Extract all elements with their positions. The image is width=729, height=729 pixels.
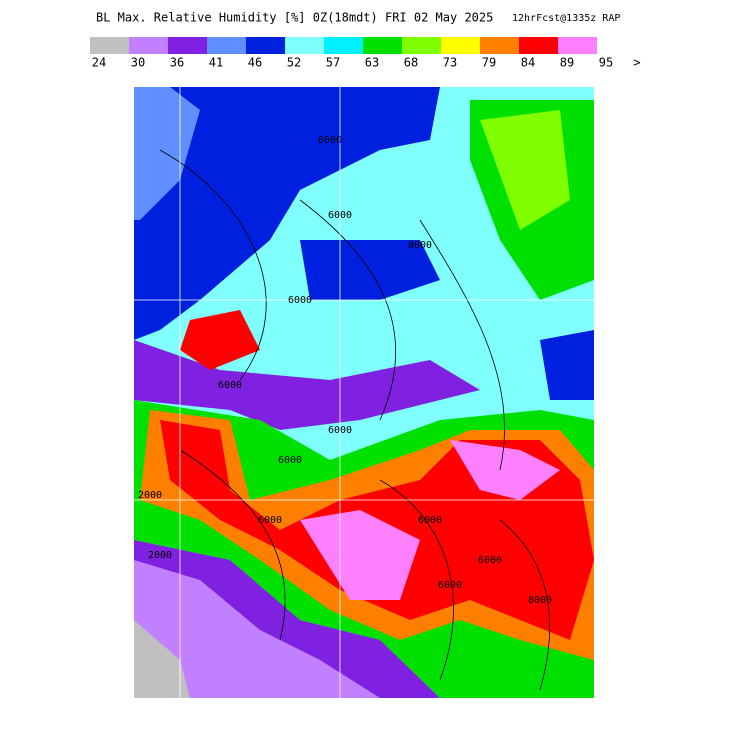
contour-label: 6000 (278, 455, 302, 466)
legend-swatch (285, 37, 324, 54)
legend-label: 24 (92, 56, 106, 70)
map-subtitle: 12hrFcst@1335z RAP (512, 13, 620, 24)
contour-label: 6000 (258, 515, 282, 526)
contour-label: 6000 (328, 210, 352, 221)
legend-swatch (129, 37, 168, 54)
legend-label: 79 (482, 56, 496, 70)
contour-label: 8000 (408, 240, 432, 251)
legend-label: 41 (209, 56, 223, 70)
legend-swatch (246, 37, 285, 54)
color-legend: 24 30 36 41 46 52 57 63 68 73 79 84 89 95 > (90, 37, 641, 70)
legend-label: 57 (326, 56, 340, 70)
contour-label: 6000 (438, 580, 462, 591)
legend-label: 36 (170, 56, 184, 70)
legend-swatch (207, 37, 246, 54)
legend-swatch (480, 37, 519, 54)
region-blue-center (300, 240, 440, 300)
contour-label: 6000 (328, 425, 352, 436)
map-title: BL Max. Relative Humidity [%] 0Z(18mdt) … (96, 11, 493, 25)
contour-label: 6000 (218, 380, 242, 391)
legend-label: 89 (560, 56, 574, 70)
region-pink-2 (450, 440, 560, 500)
region-blue-e (540, 330, 594, 400)
legend-label: > (633, 56, 640, 70)
contour-label: 6000 (318, 135, 342, 146)
legend-label: 84 (521, 56, 535, 70)
contour-labels: 6000 6000 8000 6000 6000 6000 6000 6000 6000 6000… (138, 135, 552, 606)
region-purple-band (134, 340, 480, 430)
legend-swatch (90, 37, 129, 54)
legend-swatch (558, 37, 597, 54)
legend-label: 95 (599, 56, 613, 70)
legend-swatch (168, 37, 207, 54)
contour-label: 8000 (528, 595, 552, 606)
contour-label: 2000 (148, 550, 172, 561)
legend-label: 68 (404, 56, 418, 70)
region-pink-1 (300, 510, 420, 600)
legend-swatch (441, 37, 480, 54)
legend-label: 63 (365, 56, 379, 70)
legend-label: 30 (131, 56, 145, 70)
region-lavender-sw (134, 560, 380, 698)
contour-label: 2000 (138, 490, 162, 501)
contour-lines (159, 149, 551, 691)
legend-swatch (402, 37, 441, 54)
legend-swatch (363, 37, 402, 54)
legend-label: 52 (287, 56, 301, 70)
map-field (134, 87, 594, 698)
region-red-nw (180, 310, 260, 370)
region-lightblue (134, 87, 200, 220)
contour-label: 6000 (288, 295, 312, 306)
region-gray-sw (134, 620, 190, 698)
region-blue-nw (134, 87, 440, 340)
state-borders (134, 87, 594, 698)
contour-label: 6000 (418, 515, 442, 526)
legend-label: 73 (443, 56, 457, 70)
contour-label: 6000 (478, 555, 502, 566)
legend-label: 46 (248, 56, 262, 70)
legend-swatch (324, 37, 363, 54)
legend-swatch (519, 37, 558, 54)
region-lime-ne (480, 110, 570, 230)
